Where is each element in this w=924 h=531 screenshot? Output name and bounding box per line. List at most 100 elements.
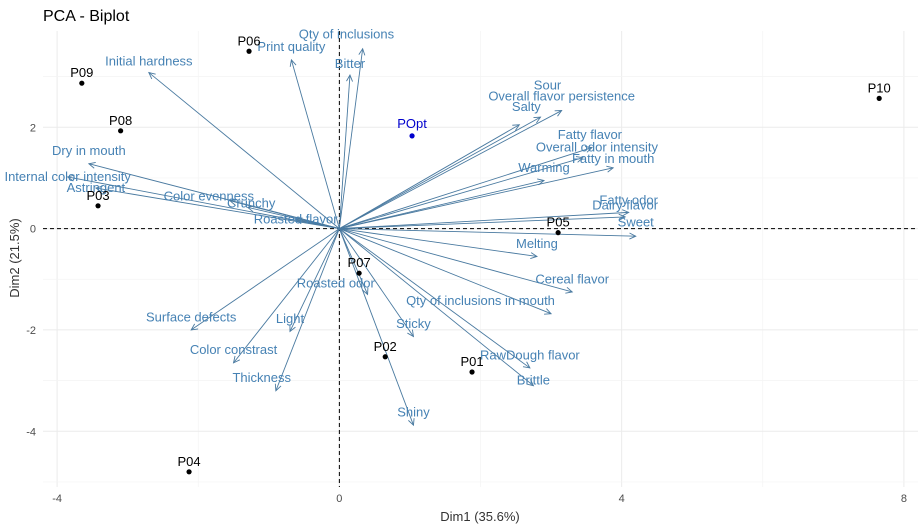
individual-label: P01 — [460, 354, 483, 369]
variable-arrow — [339, 116, 541, 229]
variable-arrowhead — [228, 198, 237, 206]
variable-arrow — [339, 211, 629, 230]
variable-arrow — [339, 110, 562, 229]
variable-label: Color constrast — [190, 342, 278, 357]
y-tick-label: -4 — [26, 426, 36, 438]
variable-label: Qty of inclusions — [299, 27, 395, 42]
variable-label: Cereal flavor — [535, 271, 609, 286]
individual-label: P08 — [109, 113, 132, 128]
variable-label: Bitter — [335, 56, 366, 71]
y-tick-label: -2 — [26, 325, 36, 337]
variable-arrow — [338, 228, 414, 337]
variable-arrowhead — [537, 178, 546, 186]
variable-arrowhead — [512, 124, 521, 131]
variable-arrow — [338, 75, 351, 229]
variable-arrowhead — [575, 156, 584, 163]
variable-label: Light — [276, 311, 305, 326]
variable-arrow — [295, 219, 340, 230]
variable-arrow — [339, 228, 573, 293]
variable-arrow — [339, 180, 545, 230]
variable-arrowhead — [289, 324, 296, 333]
variable-label: Sour — [534, 78, 562, 93]
variable-label: Salty — [512, 99, 541, 114]
variable-label: Print quality — [257, 39, 325, 54]
variable-arrowhead — [584, 146, 593, 153]
individual-point — [186, 469, 192, 475]
variable-arrow — [338, 228, 414, 426]
variable-arrow — [233, 228, 340, 364]
variable-arrowhead — [94, 185, 103, 193]
variable-label: Roasted odor — [297, 275, 376, 290]
variable-label: Sweet — [618, 215, 655, 230]
variable-arrowhead — [544, 308, 553, 315]
individual-point — [95, 203, 101, 209]
x-tick-label: 4 — [619, 493, 625, 505]
variable-arrowhead — [362, 287, 369, 296]
x-axis-label: Dim1 (35.6%) — [440, 509, 519, 524]
variable-arrowhead — [408, 418, 415, 427]
x-axis-ticks: -4 0 4 8 — [52, 493, 907, 505]
x-tick-label: 0 — [336, 493, 342, 505]
variable-arrowhead — [289, 58, 297, 67]
individual-label: P05 — [547, 215, 570, 230]
variable-label: Astringent — [67, 180, 126, 195]
reference-lines — [43, 31, 918, 487]
variable-arrowhead — [407, 329, 415, 338]
variable-label: Roasted flavor — [254, 211, 338, 226]
supplementary-point — [409, 133, 415, 139]
variable-label: Thickness — [232, 370, 291, 385]
variable-label: Warming — [518, 160, 570, 175]
variable-arrowhead — [246, 205, 255, 213]
variable-arrowhead — [522, 361, 531, 369]
variable-arrow — [339, 167, 614, 230]
variable-label: Color evenness — [164, 189, 255, 204]
y-axis-ticks: -4 -2 0 2 — [26, 122, 36, 438]
variable-arrowhead — [530, 252, 538, 260]
variable-arrowhead — [533, 116, 542, 124]
variable-arrow — [338, 228, 369, 295]
variable-arrow — [339, 228, 538, 257]
variable-arrowhead — [148, 71, 156, 80]
individual-point — [555, 230, 561, 236]
variable-arrow — [339, 147, 593, 230]
individual-point — [382, 354, 388, 360]
individual-label: P06 — [237, 33, 260, 48]
individual-point — [246, 48, 252, 54]
variable-label: Dry in mouth — [52, 143, 126, 158]
variable-arrowhead — [622, 209, 630, 217]
individual-label: P02 — [374, 339, 397, 354]
individual-points: P01 P02 P03 P04 P05 P06 P07 P08 P09 P10 — [70, 33, 891, 475]
variable-label: Fatty odor — [599, 193, 658, 208]
variable-label: Dairy flavor — [592, 197, 658, 212]
variable-arrowhead — [294, 217, 303, 225]
variable-label: Fatty flavor — [558, 127, 623, 142]
individual-point — [356, 270, 362, 276]
variable-arrowhead — [358, 47, 366, 56]
variable-arrow — [290, 59, 340, 229]
variable-label: Crunchy — [227, 195, 276, 210]
x-tick-label: 8 — [901, 493, 907, 505]
variable-label: Initial hardness — [105, 53, 193, 68]
variable-arrow — [148, 72, 340, 229]
variable-arrow — [338, 48, 364, 229]
variable-arrow — [339, 228, 534, 387]
variable-arrow — [339, 228, 531, 369]
variable-arrow — [339, 228, 552, 315]
variable-arrowhead — [526, 379, 535, 387]
individual-point — [118, 128, 124, 134]
variable-arrowhead — [190, 323, 199, 331]
variable-arrow — [339, 157, 583, 230]
variable-label: Melting — [516, 236, 558, 251]
variable-label: Internal color intensity — [4, 169, 131, 184]
individual-label: P09 — [70, 65, 93, 80]
individual-label: P04 — [177, 454, 200, 469]
variable-arrowhead — [66, 174, 75, 182]
individual-label: P07 — [348, 255, 371, 270]
supplementary-label: POpt — [397, 116, 427, 131]
supplementary-points: POpt — [397, 116, 427, 139]
variable-label: Fatty in mouth — [572, 151, 654, 166]
variable-label: Brittle — [517, 373, 550, 388]
individual-point — [469, 369, 475, 375]
